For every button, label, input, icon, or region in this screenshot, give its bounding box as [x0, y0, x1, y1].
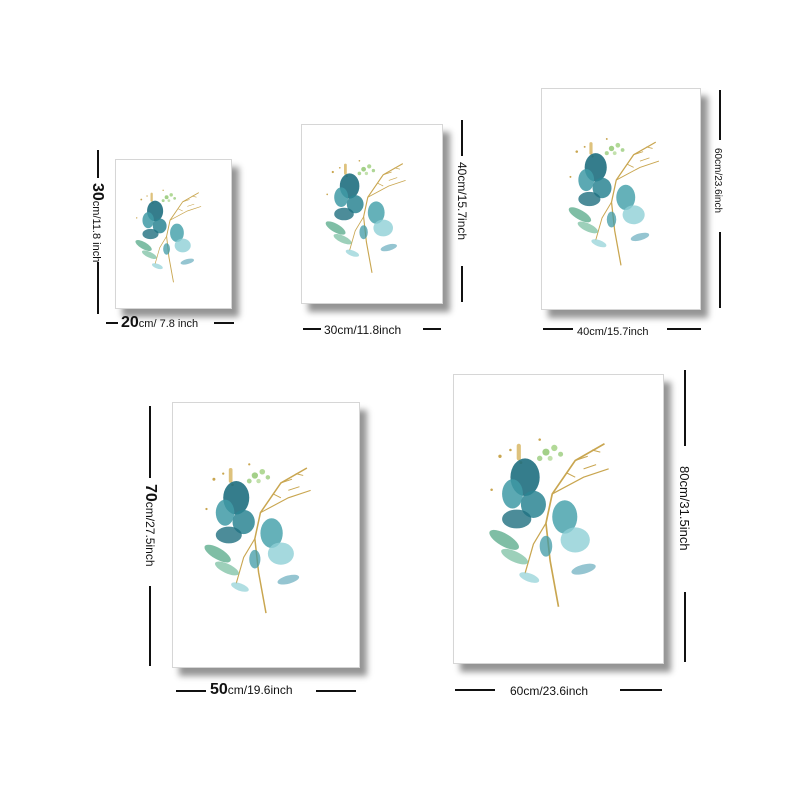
poster-40x60: [541, 88, 701, 310]
width-label-60x80: 60cm/23.6inch: [510, 683, 588, 699]
width-line-right: [423, 328, 441, 330]
height-line-top: [719, 90, 721, 140]
height-line-bottom: [461, 266, 463, 302]
height-number: 70: [142, 484, 159, 502]
width-line-left: [543, 328, 573, 330]
poster-30x40: [301, 124, 443, 304]
height-label-40x60: 60cm/23.6inch: [711, 148, 727, 213]
width-text: 40cm/15.7inch: [577, 326, 649, 338]
height-line-top: [149, 406, 151, 478]
botanical-artwork: [133, 189, 202, 283]
width-number: 20: [121, 314, 139, 331]
botanical-artwork: [201, 462, 312, 615]
width-line-left: [176, 690, 206, 692]
poster-50x70: [172, 402, 360, 668]
height-label-50x70: 70cm/27.5inch: [142, 484, 159, 567]
width-line-right: [620, 689, 662, 691]
height-text: 80cm/31.5inch: [677, 466, 692, 551]
height-line-bottom: [149, 586, 151, 666]
width-line-right: [214, 322, 234, 324]
height-label-60x80: 80cm/31.5inch: [676, 466, 692, 551]
height-text: 40cm/15.7inch: [455, 162, 469, 241]
width-unit: cm/ 7.8 inch: [138, 318, 199, 330]
botanical-artwork: [485, 437, 610, 608]
height-line-bottom: [684, 592, 686, 662]
width-label-20x30: 20cm/ 7.8 inch: [121, 315, 198, 331]
width-number: 50: [210, 681, 228, 698]
height-unit: cm/11.8 inch: [90, 200, 102, 263]
height-line-bottom: [719, 232, 721, 308]
width-text: 60cm/23.6inch: [510, 684, 589, 698]
height-line-bottom: [97, 262, 99, 314]
height-label-20x30: 30cm/11.8 inch: [89, 183, 106, 263]
height-label-30x40: 40cm/15.7inch: [454, 162, 470, 240]
height-line-top: [97, 150, 99, 178]
width-label-50x70: 50cm/19.6inch: [210, 682, 293, 698]
height-text: 60cm/23.6inch: [712, 148, 723, 214]
width-line-right: [667, 328, 701, 330]
height-line-top: [684, 370, 686, 446]
botanical-artwork: [565, 137, 660, 267]
width-line-left: [455, 689, 495, 691]
poster-20x30: [115, 159, 232, 309]
width-line-right: [316, 690, 356, 692]
width-line-left: [106, 322, 118, 324]
height-line-top: [461, 120, 463, 156]
width-text: 30cm/11.8inch: [324, 323, 402, 337]
poster-60x80: [453, 374, 664, 664]
width-line-left: [303, 328, 321, 330]
width-label-30x40: 30cm/11.8inch: [324, 322, 401, 338]
height-unit: cm/27.5inch: [143, 501, 157, 567]
botanical-artwork: [323, 159, 407, 274]
width-label-40x60: 40cm/15.7inch: [577, 323, 649, 339]
height-number: 30: [89, 183, 106, 201]
width-unit: cm/19.6inch: [227, 683, 293, 697]
